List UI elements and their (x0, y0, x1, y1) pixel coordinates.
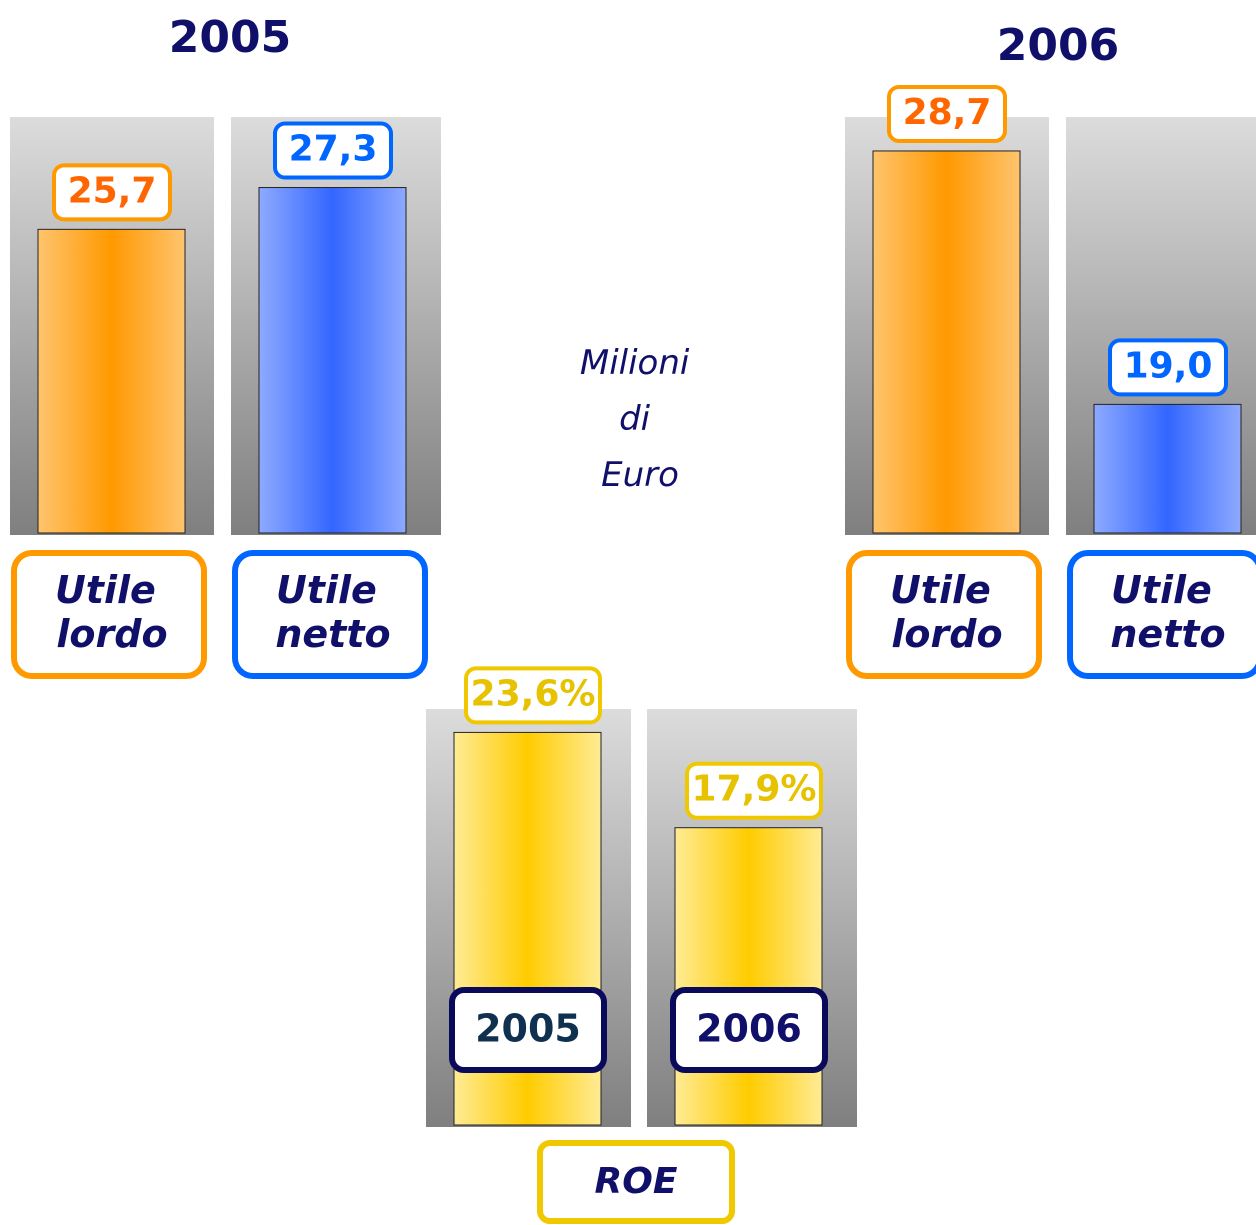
category-box (232, 550, 428, 679)
category-box (11, 550, 207, 679)
value-label: 23,6% (471, 673, 596, 714)
value-label-box (273, 121, 393, 180)
annotation: Milioni di Euro (580, 343, 700, 495)
bar (37, 228, 186, 534)
chart-title: 2005 (169, 12, 291, 63)
value-label: 17,9% (692, 769, 817, 810)
value-label-box (464, 666, 602, 725)
value-label: 27,3 (289, 129, 378, 170)
value-label-box (52, 163, 172, 222)
bar (1093, 403, 1242, 534)
bar (258, 187, 407, 534)
bar (872, 150, 1021, 534)
value-label: 28,7 (903, 92, 992, 133)
category-box (670, 987, 828, 1073)
chart-title: ROE (595, 1161, 678, 1202)
category-label: Utile netto (275, 568, 390, 656)
value-label: 19,0 (1124, 345, 1213, 386)
value-label: 25,7 (68, 170, 157, 211)
bar (674, 827, 823, 1126)
category-label: 2006 (696, 1007, 802, 1051)
category-label: 2005 (475, 1007, 581, 1051)
category-box (449, 987, 607, 1073)
title-box (537, 1140, 735, 1224)
category-label: Utile netto (1110, 568, 1225, 656)
category-box (1067, 550, 1256, 679)
category-box (846, 550, 1042, 679)
value-label-box (685, 761, 823, 820)
category-label: Utile lordo (890, 568, 1004, 656)
chart-title: 2006 (997, 20, 1119, 71)
value-label-box (887, 84, 1007, 143)
value-label-box (1108, 338, 1228, 397)
category-label: Utile lordo (55, 568, 169, 656)
